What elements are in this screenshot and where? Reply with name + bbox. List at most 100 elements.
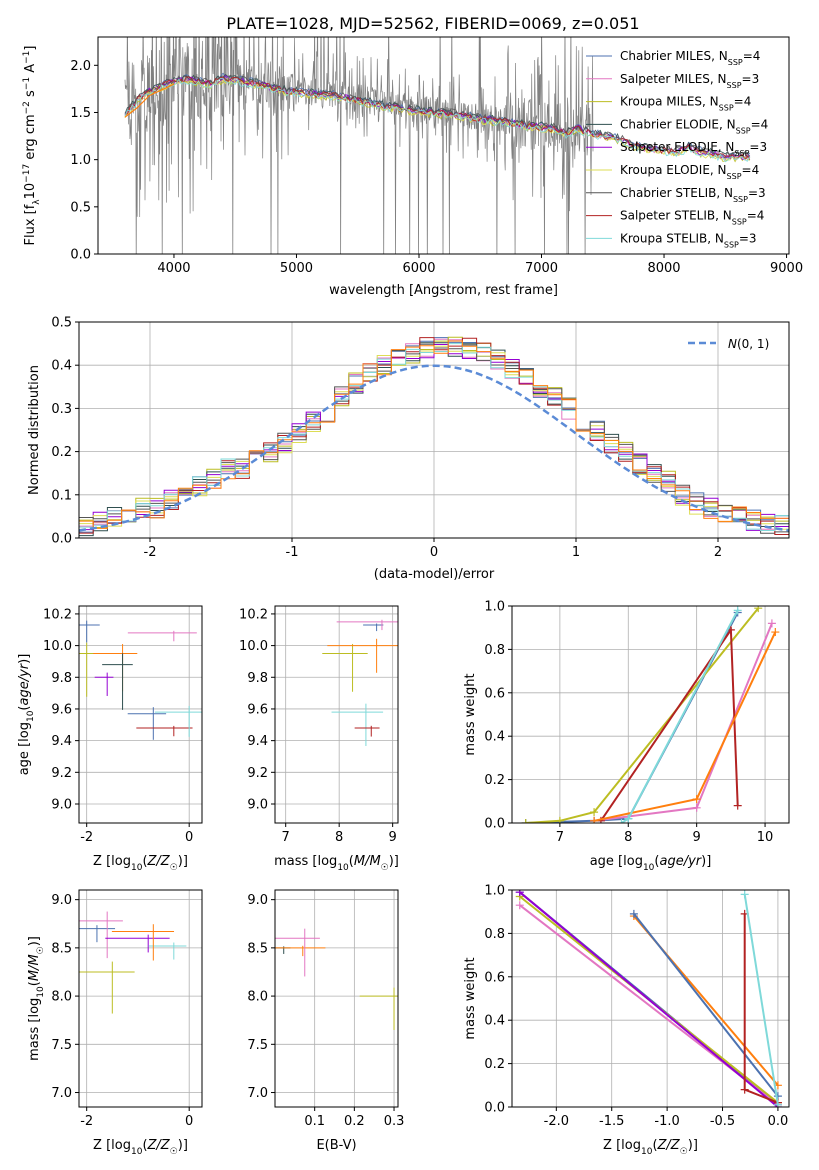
legend-prefix: Chabrier ELODIE, N [620,117,736,131]
x-tick-label: -1.5 [599,1114,624,1129]
figure-title: PLATE=1028, MJD=52562, FIBERID=0069, z=0… [226,14,639,33]
legend-sub: SSP [724,240,739,249]
axes-frame: 0.1 0.2 0.3 7.0 7.5 8.0 8.5 9.0 [247,889,405,1129]
label-part: 10 [643,863,655,873]
legend-suffix: =3 [742,72,760,86]
x-tick-label: 0 [185,1114,193,1129]
x-tick-label: 10 [757,830,774,845]
weight-line [743,894,779,1105]
label-part: ( [27,981,42,986]
weight-marker [590,816,599,823]
y-tick-label: 7.0 [247,1086,268,1101]
label-part: ☉ [170,1147,178,1157]
y-tick-label: 10.0 [239,639,268,654]
label-part: −17 [22,164,32,183]
y-axis-label: mass weight [463,957,478,1039]
legend-prefix: Kroupa STELIB, N [620,231,724,245]
y-tick-label: 7.5 [51,1038,72,1053]
x-tick-label: 6000 [402,261,435,276]
axes-frame: 7 8 9 10 0.0 0.2 0.4 0.6 0.8 1.0 [484,600,790,845]
y-tick-label: 9.6 [51,702,72,717]
label-part: mass [log [274,854,337,869]
y-tick-label: 10.0 [43,639,72,654]
legend-sub: SSP [719,103,734,112]
label-part: ( [349,854,354,869]
x-tick-label: 0.1 [304,1114,325,1129]
y-tick-label: 0.1 [51,488,72,503]
label-part: ( [654,854,659,869]
y-tick-label: 0.5 [70,200,91,215]
label-part: Z/Z [147,854,171,869]
x-tick-label: 7000 [525,261,558,276]
model-spectrum [124,83,175,118]
legend-sub: SSP [734,149,749,158]
weight-line [633,913,779,1097]
legend-label: Chabrier ELODIE, NSSP=4 [620,117,768,135]
x-tick-label: -2 [80,1114,93,1129]
x-axis-label: Z [log10(Z/Z☉)] [603,1138,698,1157]
axes-border [97,36,790,255]
legend-label: Salpeter STELIB, NSSP=4 [620,209,764,227]
label-part: −1 [22,77,32,90]
y-axis-label: Normed distribution [27,365,42,495]
label-part: ( [142,854,147,869]
x-axis-label: age [log10(age/yr)] [590,854,712,873]
label-part: )] [688,1138,698,1153]
weight-marker [773,1100,782,1107]
data-spectrum [124,37,594,254]
label-part: age/yr [17,662,32,705]
legend-suffix: =3 [749,140,767,154]
y-tick-label: 10.2 [239,607,268,622]
legend-label: N(0, 1) [728,337,769,351]
x-axis-label: wavelength [Angstrom, rest frame] [329,283,558,298]
label-part: )] [701,854,711,869]
label-part: )] [178,854,188,869]
y-tick-label: 8.5 [51,941,72,956]
legend-prefix: Salpeter ELODIE, N [620,140,734,154]
x-tick-label: 0.2 [344,1114,365,1129]
model-spectrum [124,77,751,163]
label-part: mass [log [27,998,42,1061]
legend-sub: SSP [733,194,748,203]
y-tick-label: 9.6 [247,702,268,717]
y-tick-label: 0.4 [51,359,72,374]
y-tick-label: 10.2 [43,607,72,622]
label-part: Z [log [93,854,131,869]
x-axis-label: E(B-V) [316,1138,356,1153]
plot-area [124,37,751,254]
axes-frame: -2 0 9.0 9.2 9.4 9.6 9.8 10.0 10.2 [43,605,203,845]
y-tick-label: 9.0 [247,797,268,812]
y-tick-label: 9.8 [51,671,72,686]
panel-age-massweight: 7 8 9 100.00.20.40.60.81.0 age [log10(age/yr… [463,600,790,873]
weight-marker [515,890,524,897]
panel-z-age: -2 09.09.29.49.69.810.010.2Z [log10(Z/Z☉)… [17,605,203,873]
label-part: )] [178,1138,188,1153]
panel-mass-age: 7 8 9 9.0 9.2 9.4 9.6 9.8 10.0 10.2 mass [log10(M/… [239,605,399,873]
y-tick-label: 9.0 [247,893,268,908]
weight-marker [624,814,633,823]
plot-area [79,336,789,538]
y-tick-label: 9.2 [247,766,268,781]
label-part: )] [17,654,32,664]
weight-marker [617,819,626,823]
x-tick-label: 2 [714,545,722,560]
weight-marker [733,606,742,615]
legend-prefix: Kroupa MILES, N [620,95,719,109]
y-tick-label: 9.0 [51,797,72,812]
weight-line [519,891,779,1107]
y-tick-label: 0.6 [484,686,505,701]
x-tick-label: 0.3 [384,1114,405,1129]
legend-label: Salpeter MILES, NSSP=3 [620,72,759,90]
axes-border [274,889,399,1108]
label-part: Z [log [93,1138,131,1153]
spectrum-legend: Chabrier MILES, NSSP=4 Salpeter MILES, NS… [586,49,768,249]
label-part: age [log [17,722,32,775]
legend-suffix: =4 [742,163,760,177]
panel-residuals: -2 -1 0 1 2 0.0 0.1 0.2 0.3 0.4 0.5 N(0, 1) (data-mo… [27,316,790,582]
legend-sub: SSP [727,172,742,181]
legend-prefix: Chabrier STELIB, N [620,186,733,200]
legend-prefix: Kroupa ELODIE, N [620,163,727,177]
label-part: −1 [22,51,32,64]
legend-label: Chabrier MILES, NSSP=4 [620,49,760,67]
